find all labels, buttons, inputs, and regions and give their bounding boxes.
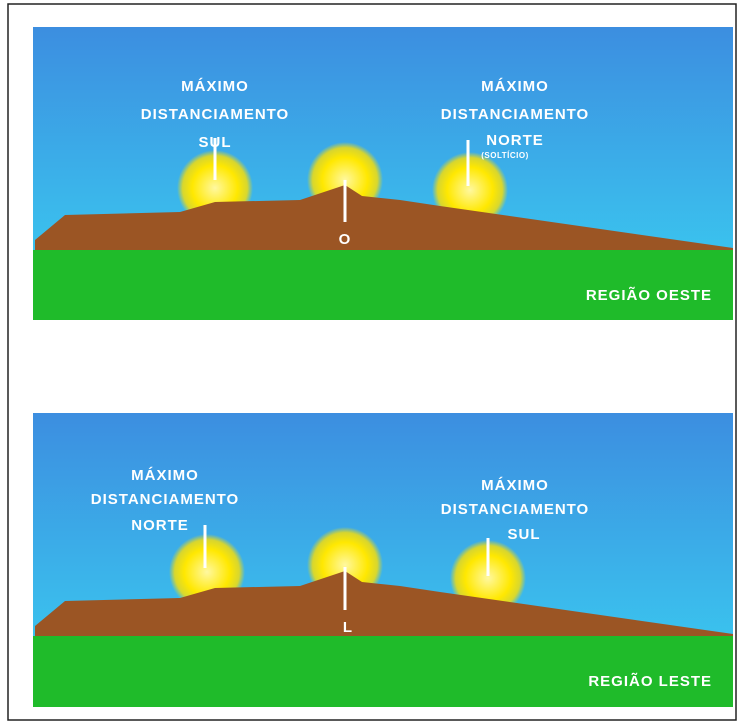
ground (33, 636, 733, 707)
label-line: SUL (508, 526, 541, 543)
panel-east: MÁXIMO DISTANCIAMENTO NORTE MÁXIMO DISTA… (33, 413, 733, 707)
label-line: MÁXIMO (181, 78, 249, 95)
panel-west: MÁXIMO DISTANCIAMENTO SUL MÁXIMO DISTANC… (33, 27, 733, 320)
label-line: NORTE (486, 132, 544, 149)
label-line: NORTE (131, 517, 189, 534)
label-line: MÁXIMO (131, 467, 199, 484)
label-line: SUL (199, 134, 232, 151)
label-line: DISTANCIAMENTO (91, 491, 239, 508)
label-line: MÁXIMO (481, 78, 549, 95)
label-line: MÁXIMO (481, 477, 549, 494)
label-line: DISTANCIAMENTO (441, 106, 589, 123)
region-label: REGIÃO OESTE (586, 286, 712, 304)
label-line: DISTANCIAMENTO (441, 501, 589, 518)
diagram: MÁXIMO DISTANCIAMENTO SUL MÁXIMO DISTANC… (0, 0, 743, 726)
label-line: DISTANCIAMENTO (141, 106, 289, 123)
center-marker: L (343, 619, 353, 636)
center-marker: O (339, 231, 352, 248)
label-note: (SOLTÍCIO) (481, 151, 529, 160)
ground (33, 250, 733, 320)
region-label: REGIÃO LESTE (588, 672, 712, 690)
